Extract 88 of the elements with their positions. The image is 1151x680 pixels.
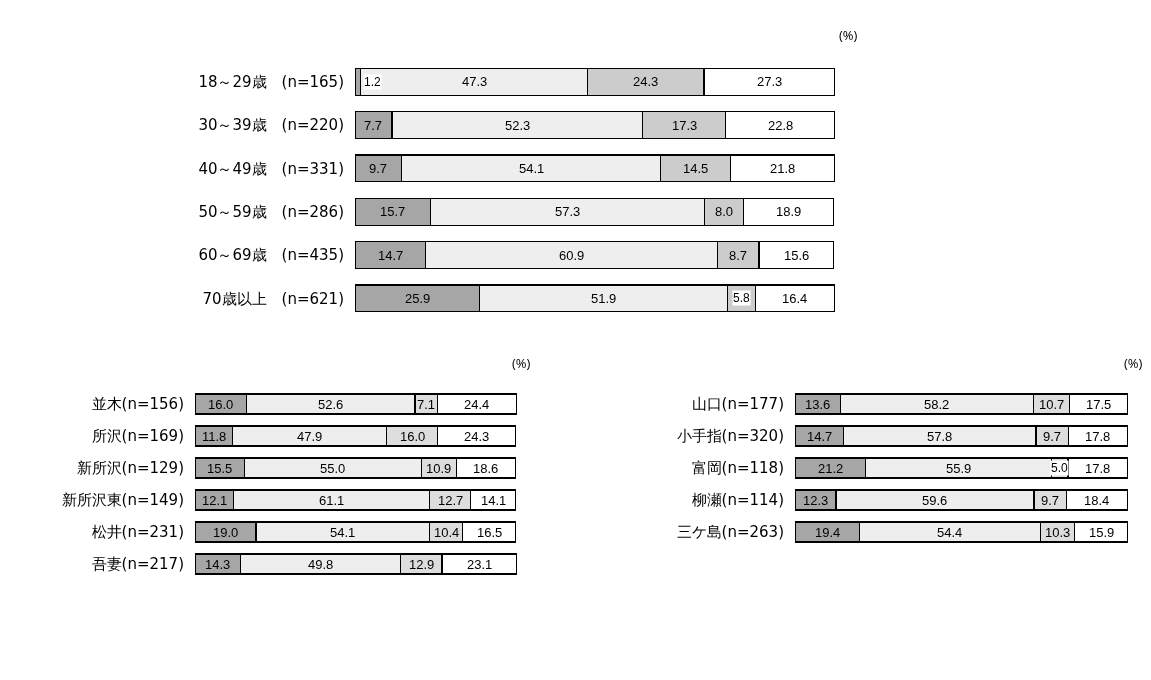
data-label: 14.3: [205, 557, 231, 572]
data-label: 17.8: [1085, 429, 1111, 444]
data-label: 16.5: [477, 525, 503, 540]
data-label: 9.7: [1041, 493, 1060, 508]
data-label: 16.0: [208, 397, 234, 412]
data-label: 60.9: [559, 248, 585, 263]
y-tick-label: 70歳以上 (n=621): [202, 289, 344, 308]
data-label: 57.8: [927, 429, 953, 444]
data-label: 16.4: [782, 291, 808, 306]
data-label: 5.8: [733, 291, 751, 305]
data-label: 16.0: [400, 429, 426, 444]
text: (%): [839, 26, 858, 44]
data-label: 57.3: [555, 204, 581, 219]
y-tick-label: 小手指(n=320): [676, 427, 784, 446]
data-label: 12.3: [803, 493, 829, 508]
y-tick-label: 並木(n=156): [91, 395, 184, 414]
data-label: 19.4: [815, 525, 841, 540]
data-label: 17.3: [672, 118, 698, 133]
data-label: 59.6: [922, 493, 948, 508]
text: (%): [1124, 354, 1143, 372]
data-label: 21.8: [770, 161, 796, 176]
data-label: 14.7: [378, 248, 404, 263]
data-label: 15.6: [784, 248, 810, 263]
data-label: 58.2: [924, 397, 950, 412]
data-label: 5.0: [1051, 461, 1069, 475]
data-label: 47.3: [462, 74, 488, 89]
data-label: 12.7: [438, 493, 464, 508]
data-label: 54.1: [330, 525, 356, 540]
data-label: 18.9: [776, 204, 802, 219]
data-label: 9.7: [369, 161, 388, 176]
y-tick-label: 新所沢東(n=149): [61, 491, 184, 510]
data-label: 54.1: [519, 161, 545, 176]
data-label: 18.6: [473, 461, 499, 476]
data-label: 12.1: [202, 493, 228, 508]
y-tick-label: 柳瀬(n=114): [691, 491, 784, 510]
y-tick-label: 松井(n=231): [91, 523, 184, 542]
y-tick-label: 所沢(n=169): [91, 427, 184, 446]
y-tick-label: 60～69歳 (n=435): [198, 246, 344, 265]
data-label: 27.3: [757, 74, 783, 89]
data-label: 55.9: [946, 461, 972, 476]
data-label: 10.7: [1039, 397, 1065, 412]
data-label: 17.8: [1085, 461, 1111, 476]
data-label: 15.7: [380, 204, 406, 219]
y-tick-label: 吾妻(n=217): [91, 555, 184, 574]
y-tick-label: 40～49歳 (n=331): [198, 159, 344, 178]
data-label: 7.1: [417, 397, 436, 412]
data-label: 47.9: [297, 429, 323, 444]
data-label: 15.5: [207, 461, 233, 476]
data-label: 13.6: [805, 397, 831, 412]
data-label: 23.1: [467, 557, 493, 572]
data-label: 10.9: [426, 461, 452, 476]
data-label: 11.8: [202, 429, 227, 444]
data-label: 51.9: [591, 291, 617, 306]
data-label: 15.9: [1089, 525, 1115, 540]
data-label: 21.2: [818, 461, 844, 476]
data-label: 61.1: [319, 493, 345, 508]
y-tick-label: 新所沢(n=129): [76, 459, 184, 478]
data-label: 8.0: [715, 204, 734, 219]
data-label: 9.7: [1043, 429, 1062, 444]
data-label: 24.3: [464, 429, 490, 444]
data-label: 14.1: [481, 493, 507, 508]
data-label: 24.4: [464, 397, 490, 412]
data-label: 18.4: [1084, 493, 1110, 508]
data-label: 8.7: [729, 248, 748, 263]
y-tick-label: 50～59歳 (n=286): [198, 202, 344, 221]
y-tick-label: 18～29歳 (n=165): [198, 72, 344, 91]
y-tick-label: 30～39歳 (n=220): [198, 116, 344, 135]
y-tick-label: 富岡(n=118): [691, 459, 784, 478]
data-label: 10.4: [434, 525, 460, 540]
y-tick-label: 三ケ島(n=263): [676, 523, 784, 542]
data-label: 19.0: [213, 525, 239, 540]
data-label: 54.4: [937, 525, 963, 540]
data-label: 22.8: [768, 118, 794, 133]
data-label: 17.5: [1086, 397, 1112, 412]
data-label: 12.9: [409, 557, 435, 572]
data-label: 14.7: [807, 429, 833, 444]
y-tick-label: 山口(n=177): [691, 395, 784, 414]
data-label: 7.7: [364, 118, 383, 133]
text: (%): [512, 354, 531, 372]
data-label: 24.3: [633, 74, 659, 89]
data-label: 52.3: [505, 118, 531, 133]
data-label: 25.9: [405, 291, 431, 306]
data-label: 1.2: [364, 75, 382, 89]
data-label: 55.0: [320, 461, 346, 476]
data-label: 52.6: [318, 397, 344, 412]
data-label: 14.5: [683, 161, 709, 176]
data-label: 49.8: [308, 557, 334, 572]
data-label: 10.3: [1045, 525, 1071, 540]
